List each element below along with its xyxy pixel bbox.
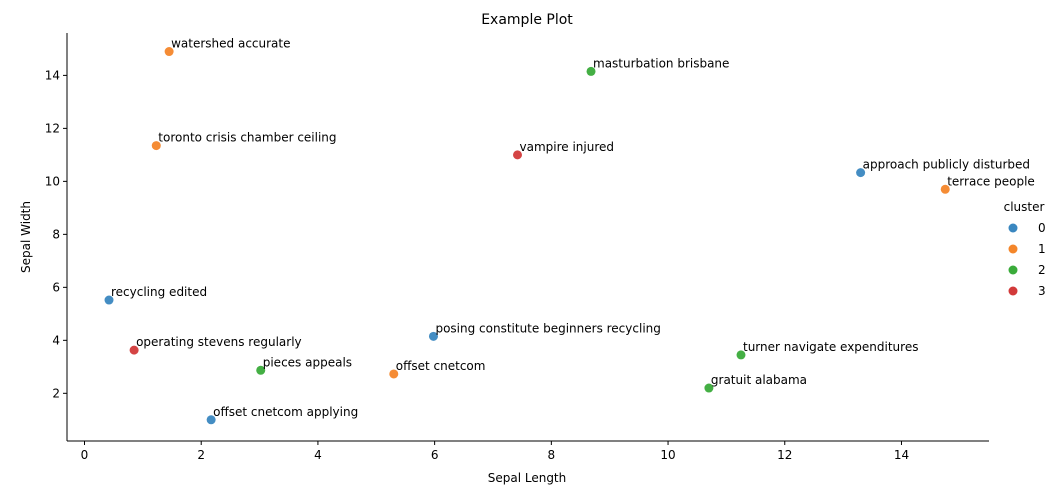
- y-ticks: 2 4 6 8 10 12 14: [45, 68, 67, 400]
- x-tick-label: 6: [431, 448, 439, 462]
- chart-title: Example Plot: [481, 12, 573, 28]
- legend-label: 2: [1038, 263, 1046, 277]
- point-label: offset cnetcom applying: [213, 405, 358, 419]
- legend-title: cluster: [1004, 200, 1045, 214]
- legend-label: 3: [1038, 284, 1046, 298]
- data-points: [104, 47, 950, 425]
- x-axis-title: Sepal Length: [488, 471, 567, 485]
- x-tick-label: 8: [548, 448, 556, 462]
- x-tick-label: 14: [894, 448, 909, 462]
- x-tick-label: 10: [660, 448, 675, 462]
- legend-marker: [1008, 223, 1018, 233]
- legend-marker: [1008, 286, 1018, 296]
- y-tick-label: 10: [45, 174, 60, 188]
- y-tick-label: 6: [52, 280, 60, 294]
- legend-marker: [1008, 265, 1018, 275]
- point-label: gratuit alabama: [711, 373, 807, 387]
- x-tick-label: 2: [197, 448, 205, 462]
- point-label: pieces appeals: [263, 355, 352, 369]
- data-point: [512, 150, 522, 160]
- data-point: [164, 47, 174, 57]
- point-label: approach publicly disturbed: [863, 158, 1030, 172]
- data-point: [586, 66, 596, 76]
- data-point: [428, 331, 438, 341]
- point-labels: recycling edited offset cnetcom applying p…: [111, 37, 1035, 419]
- legend-label: 1: [1038, 242, 1046, 256]
- point-label: masturbation brisbane: [593, 56, 729, 70]
- legend-label: 0: [1038, 221, 1046, 235]
- data-point: [736, 350, 746, 360]
- data-point: [940, 184, 950, 194]
- y-tick-label: 14: [45, 68, 60, 82]
- point-label: operating stevens regularly: [136, 335, 302, 349]
- point-label: vampire injured: [519, 140, 614, 154]
- legend-marker: [1008, 244, 1018, 254]
- y-tick-label: 8: [52, 227, 60, 241]
- data-point: [104, 295, 114, 305]
- legend-items: 0 1 2 3: [1008, 221, 1046, 298]
- x-tick-label: 12: [777, 448, 792, 462]
- x-tick-label: 0: [81, 448, 89, 462]
- y-axis-title: Sepal Width: [19, 201, 33, 273]
- data-point: [856, 168, 866, 178]
- data-point: [256, 365, 266, 375]
- data-point: [129, 345, 139, 355]
- point-label: watershed accurate: [171, 37, 290, 51]
- x-ticks: 0 2 4 6 8 10 12 14: [81, 441, 909, 462]
- x-tick-label: 4: [314, 448, 322, 462]
- point-label: recycling edited: [111, 285, 207, 299]
- axes: [66, 33, 989, 442]
- point-label: terrace people: [947, 174, 1035, 188]
- data-point: [151, 141, 161, 151]
- point-label: toronto crisis chamber ceiling: [158, 131, 336, 145]
- point-label: offset cnetcom: [396, 359, 486, 373]
- legend: cluster 0 1 2 3: [1004, 200, 1046, 298]
- point-label: posing constitute beginners recycling: [435, 321, 660, 335]
- y-tick-label: 4: [52, 333, 60, 347]
- y-tick-label: 12: [45, 121, 60, 135]
- data-point: [389, 369, 399, 379]
- data-point: [704, 383, 714, 393]
- point-label: turner navigate expenditures: [743, 340, 918, 354]
- y-tick-label: 2: [52, 386, 60, 400]
- data-point: [206, 415, 216, 425]
